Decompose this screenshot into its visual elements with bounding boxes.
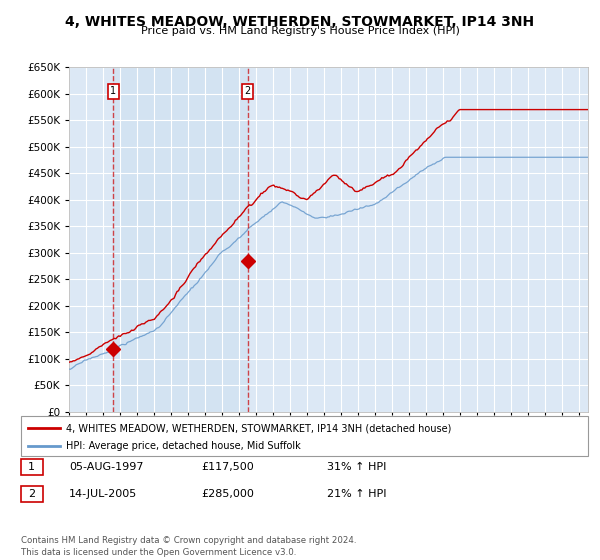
Text: HPI: Average price, detached house, Mid Suffolk: HPI: Average price, detached house, Mid … <box>66 441 301 451</box>
Text: 1: 1 <box>28 462 35 472</box>
Text: Price paid vs. HM Land Registry's House Price Index (HPI): Price paid vs. HM Land Registry's House … <box>140 26 460 36</box>
Text: 4, WHITES MEADOW, WETHERDEN, STOWMARKET, IP14 3NH (detached house): 4, WHITES MEADOW, WETHERDEN, STOWMARKET,… <box>66 423 451 433</box>
Text: 31% ↑ HPI: 31% ↑ HPI <box>327 462 386 472</box>
Bar <box>113 67 248 412</box>
Text: 1: 1 <box>110 86 116 96</box>
Text: £285,000: £285,000 <box>201 489 254 499</box>
Text: 05-AUG-1997: 05-AUG-1997 <box>69 462 143 472</box>
Text: Contains HM Land Registry data © Crown copyright and database right 2024.
This d: Contains HM Land Registry data © Crown c… <box>21 536 356 557</box>
Text: 2: 2 <box>245 86 251 96</box>
Text: 4, WHITES MEADOW, WETHERDEN, STOWMARKET, IP14 3NH: 4, WHITES MEADOW, WETHERDEN, STOWMARKET,… <box>65 15 535 29</box>
Text: 21% ↑ HPI: 21% ↑ HPI <box>327 489 386 499</box>
Text: £117,500: £117,500 <box>201 462 254 472</box>
Text: 14-JUL-2005: 14-JUL-2005 <box>69 489 137 499</box>
Text: 2: 2 <box>28 489 35 499</box>
